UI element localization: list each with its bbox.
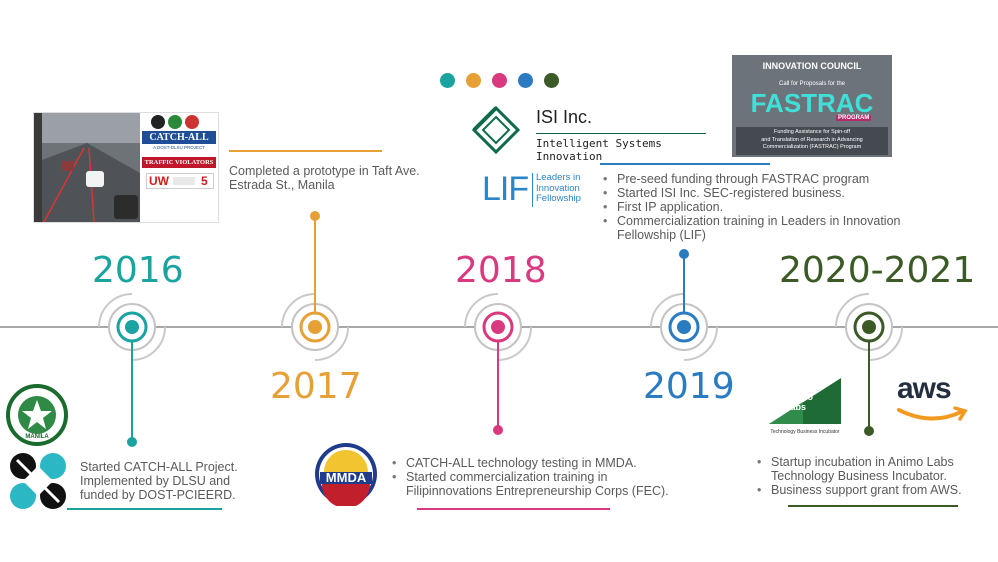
dlsu-seal-icon xyxy=(6,384,68,446)
street-photo-image xyxy=(34,113,140,222)
dlsu-name: DE LA SALLE UNIVERSITY xyxy=(4,384,70,385)
catchall-subtitle: A DOST-DLSU PROJECT xyxy=(152,145,205,150)
node-2019 xyxy=(650,249,718,361)
catchall-photo: CATCH-ALL A DOST-DLSU PROJECT TRAFFIC VI… xyxy=(33,112,219,223)
desc-2018: CATCH-ALL technology testing in MMDA. St… xyxy=(392,456,692,498)
palette-dot-green xyxy=(544,73,559,88)
mmda-logo: MMDA xyxy=(314,442,378,506)
innovation-council-label: INNOVATION COUNCIL xyxy=(762,61,862,71)
fastrac-line2: and Translation of Research in Advancing xyxy=(761,136,863,143)
animo-labs-mark-icon xyxy=(769,378,841,424)
desc-2019-item-3: First IP application. xyxy=(603,200,903,214)
palette-dot-orange xyxy=(466,73,481,88)
year-2019: 2019 xyxy=(643,366,735,407)
underline-2020-2021 xyxy=(788,505,958,507)
catchall-violators: TRAFFIC VIOLATORS xyxy=(142,157,216,168)
fastrac-call: Call for Proposals for the xyxy=(778,81,846,87)
underline-2017 xyxy=(229,150,382,152)
underline-2018 xyxy=(417,508,610,510)
year-2016: 2016 xyxy=(92,250,184,291)
node-2020-2021 xyxy=(835,293,903,436)
desc-2019-item-2: Started ISI Inc. SEC-registered business… xyxy=(603,186,903,200)
desc-2019-item-1: Pre-seed funding through FASTRAC program xyxy=(603,172,903,186)
fastrac-line1: Funding Assistance for Spin-off xyxy=(773,129,851,135)
palette-dot-blue xyxy=(518,73,533,88)
animo-word: Animo xyxy=(785,392,813,402)
isi-divider xyxy=(536,133,706,134)
seal-icon xyxy=(185,115,199,129)
year-2020-2021: 2020-2021 xyxy=(779,250,976,291)
dlsu-city: MANILA xyxy=(25,434,49,440)
underline-2019 xyxy=(600,163,770,165)
palette-dot-pink xyxy=(492,73,507,88)
isi-logo: ISI Inc. Intelligent Systems Innovation xyxy=(471,103,711,163)
desc-2019-item-4: Commercialization training in Leaders in… xyxy=(603,214,903,242)
seal-icon xyxy=(151,115,165,129)
fastrac-poster: INNOVATION COUNCIL Call for Proposals fo… xyxy=(732,55,892,157)
year-2018: 2018 xyxy=(455,250,547,291)
catchall-logos xyxy=(151,115,215,129)
plate-letters: UW xyxy=(149,174,169,188)
desc-2016: Started CATCH-ALL Project. Implemented b… xyxy=(80,460,238,502)
aws-logo: aws xyxy=(893,372,973,428)
palette-dot-teal xyxy=(440,73,455,88)
palette-dots xyxy=(440,73,560,89)
plate-blur xyxy=(173,177,195,185)
labs-word: Labs xyxy=(785,402,807,412)
desc-2018-item-1: CATCH-ALL technology testing in MMDA. xyxy=(392,456,692,470)
fastrac-desc: Funding Assistance for Spin-off and Tran… xyxy=(736,127,888,155)
catchall-title: CATCH-ALL xyxy=(142,131,216,144)
fastrac-line3: Commercialization (FASTRAC) Program xyxy=(762,144,862,150)
dlsu-seal: DE LA SALLE UNIVERSITY MANILA xyxy=(4,384,70,446)
pcieerd-logo-icon xyxy=(9,452,67,510)
aws-wordmark: aws xyxy=(897,372,952,405)
year-2017: 2017 xyxy=(270,366,362,407)
isi-name: ISI Inc. xyxy=(536,107,593,127)
desc-2017: Completed a prototype in Taft Ave. Estra… xyxy=(229,164,420,192)
isi-mark-icon xyxy=(471,105,521,155)
lif-line1: Leaders in xyxy=(536,172,581,183)
desc-2020-2021: Startup incubation in Animo Labs Technol… xyxy=(757,455,992,497)
animo-sub: Technology Business Incubator xyxy=(770,429,840,435)
desc-2019: Pre-seed funding through FASTRAC program… xyxy=(603,172,903,242)
fastrac-title: FASTRAC xyxy=(750,88,874,118)
node-2018 xyxy=(464,293,532,435)
lif-mark: LIF xyxy=(482,170,529,208)
lif-line3: Fellowship xyxy=(536,193,581,204)
animo-labs-logo: Animo Labs Technology Business Incubator xyxy=(763,376,847,440)
desc-2018-item-2: Started commercialization training in Fi… xyxy=(392,470,692,498)
underline-2016 xyxy=(52,508,222,510)
desc-2020-item-2: Business support grant from AWS. xyxy=(757,483,992,497)
desc-2020-item-1: Startup incubation in Animo Labs Technol… xyxy=(757,455,992,483)
node-2016 xyxy=(98,293,166,447)
lif-logo: LIF Leaders in Innovation Fellowship xyxy=(482,170,592,210)
lif-line2: Innovation xyxy=(536,182,580,194)
plate-number: 5 xyxy=(201,174,208,188)
mmda-label: MMDA xyxy=(325,470,367,485)
mmda-seal-icon xyxy=(315,443,377,506)
lif-text: Leaders in Innovation Fellowship xyxy=(536,172,581,205)
fastrac-program-label: PROGRAM xyxy=(836,115,872,121)
animo-labs-text: Animo Labs xyxy=(785,392,813,412)
catchall-plate: UW 5 xyxy=(146,173,214,189)
aws-smile-icon xyxy=(897,406,968,421)
node-2017 xyxy=(281,211,349,361)
seal-icon xyxy=(168,115,182,129)
isi-fullname: Intelligent Systems Innovation xyxy=(536,137,662,163)
lif-divider xyxy=(532,173,533,207)
